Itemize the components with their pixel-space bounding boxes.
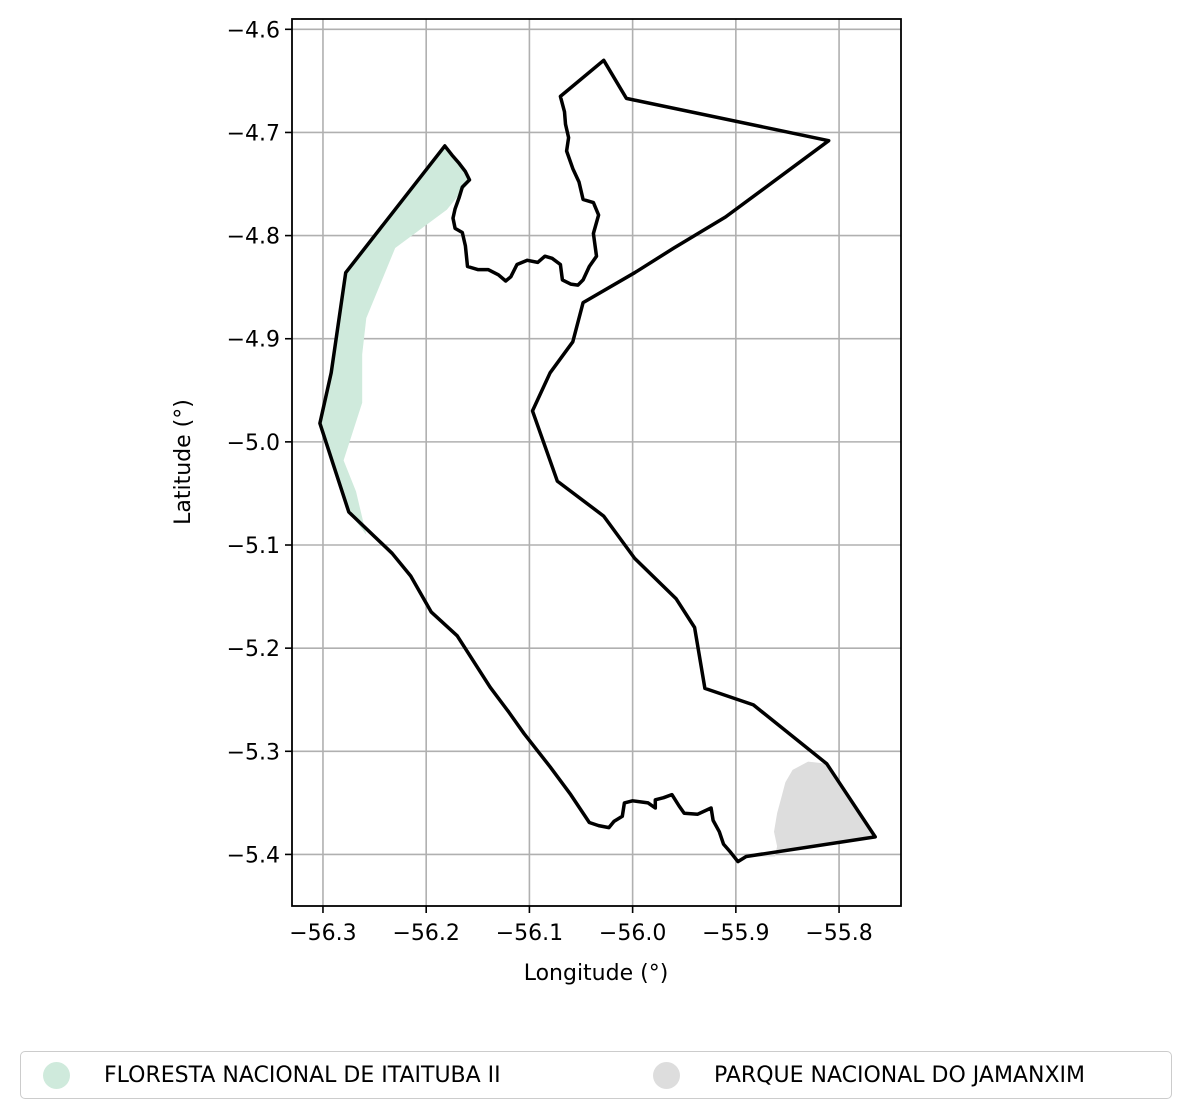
plot-frame [291,18,902,907]
y-tick-label: −5.1 [227,534,280,559]
y-tick-label: −4.9 [227,328,280,353]
y-tick-label: −5.3 [227,740,280,765]
area-layer [319,145,876,857]
x-tick-label: −56.1 [496,921,563,946]
map-figure: −56.3 −56.2 −56.1 −56.0 −55.9 −55.8 −4.6−4.7−… [171,18,902,986]
protected-area-itaituba [319,145,470,535]
y-tick-label: −4.6 [227,18,280,43]
y-tick-label: −4.8 [227,225,280,250]
legend: FLORESTA NACIONAL DE ITAITUBA II PARQUE … [20,1051,1172,1099]
municipality-boundary [318,58,877,864]
plot-background [292,19,901,906]
legend-swatch-jamanxim [653,1061,680,1089]
x-tick-label: −55.8 [805,921,872,946]
y-tick-label: −5.2 [227,637,280,662]
x-tick-label: −56.0 [599,921,666,946]
legend-entry-itaituba: FLORESTA NACIONAL DE ITAITUBA II [43,1052,501,1098]
x-axis: −56.3 −56.2 −56.1 −56.0 −55.9 −55.8 [289,906,873,946]
legend-swatch-itaituba [43,1061,70,1089]
y-axis: −4.6 −4.7 −4.8 −4.9 −5.0 −5.1 −5.2 −5.3 −5.4 [227,18,292,868]
y-tick-label: −5.0 [227,431,280,456]
y-tick-label: −5.4 [227,843,280,868]
x-tick-label: −55.9 [702,921,769,946]
x-axis-title: Longitude (°) [524,961,669,986]
legend-entry-jamanxim: PARQUE NACIONAL DO JAMANXIM [653,1052,1085,1098]
legend-label-jamanxim: PARQUE NACIONAL DO JAMANXIM [714,1062,1085,1088]
plot-area [291,18,902,907]
x-tick-label: −56.2 [392,921,459,946]
y-axis-title: Latitude (°) [171,399,196,525]
y-tick-label: −4.7 [227,121,280,146]
x-tick-label: −56.3 [289,921,356,946]
protected-area-jamanxim [746,761,876,857]
legend-label-itaituba: FLORESTA NACIONAL DE ITAITUBA II [104,1062,501,1088]
